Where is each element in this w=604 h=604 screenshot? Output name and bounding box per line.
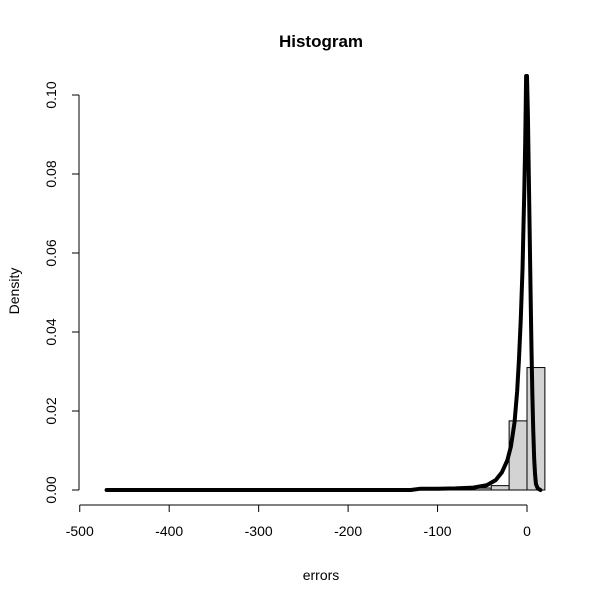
x-tick-label-1: -400: [155, 523, 183, 539]
y-tick-label-0: 0.00: [43, 476, 59, 503]
y-tick-label-1: 0.02: [43, 397, 59, 424]
y-tick-label-2: 0.04: [43, 318, 59, 345]
x-tick-label-3: -200: [334, 523, 362, 539]
histogram-bars: [419, 367, 546, 491]
x-tick-label-4: -100: [424, 523, 452, 539]
chart-title: Histogram: [279, 32, 363, 51]
x-axis: -500 -400 -300 -200 -100 0: [66, 504, 531, 539]
y-tick-label-5: 0.10: [43, 81, 59, 108]
x-tick-label-0: -500: [66, 523, 94, 539]
y-axis: 0.00 0.02 0.04 0.06 0.08 0.10: [43, 81, 80, 504]
y-axis-label: Density: [6, 268, 22, 315]
density-curve-group: [104, 74, 543, 492]
x-tick-label-5: 0: [523, 523, 531, 539]
y-tick-label-4: 0.08: [43, 160, 59, 187]
x-tick-label-2: -300: [245, 523, 273, 539]
density-curve-line: [104, 74, 543, 492]
histogram-bar-22: [490, 485, 510, 491]
y-tick-label-3: 0.06: [43, 239, 59, 266]
x-axis-label: errors: [303, 567, 340, 583]
